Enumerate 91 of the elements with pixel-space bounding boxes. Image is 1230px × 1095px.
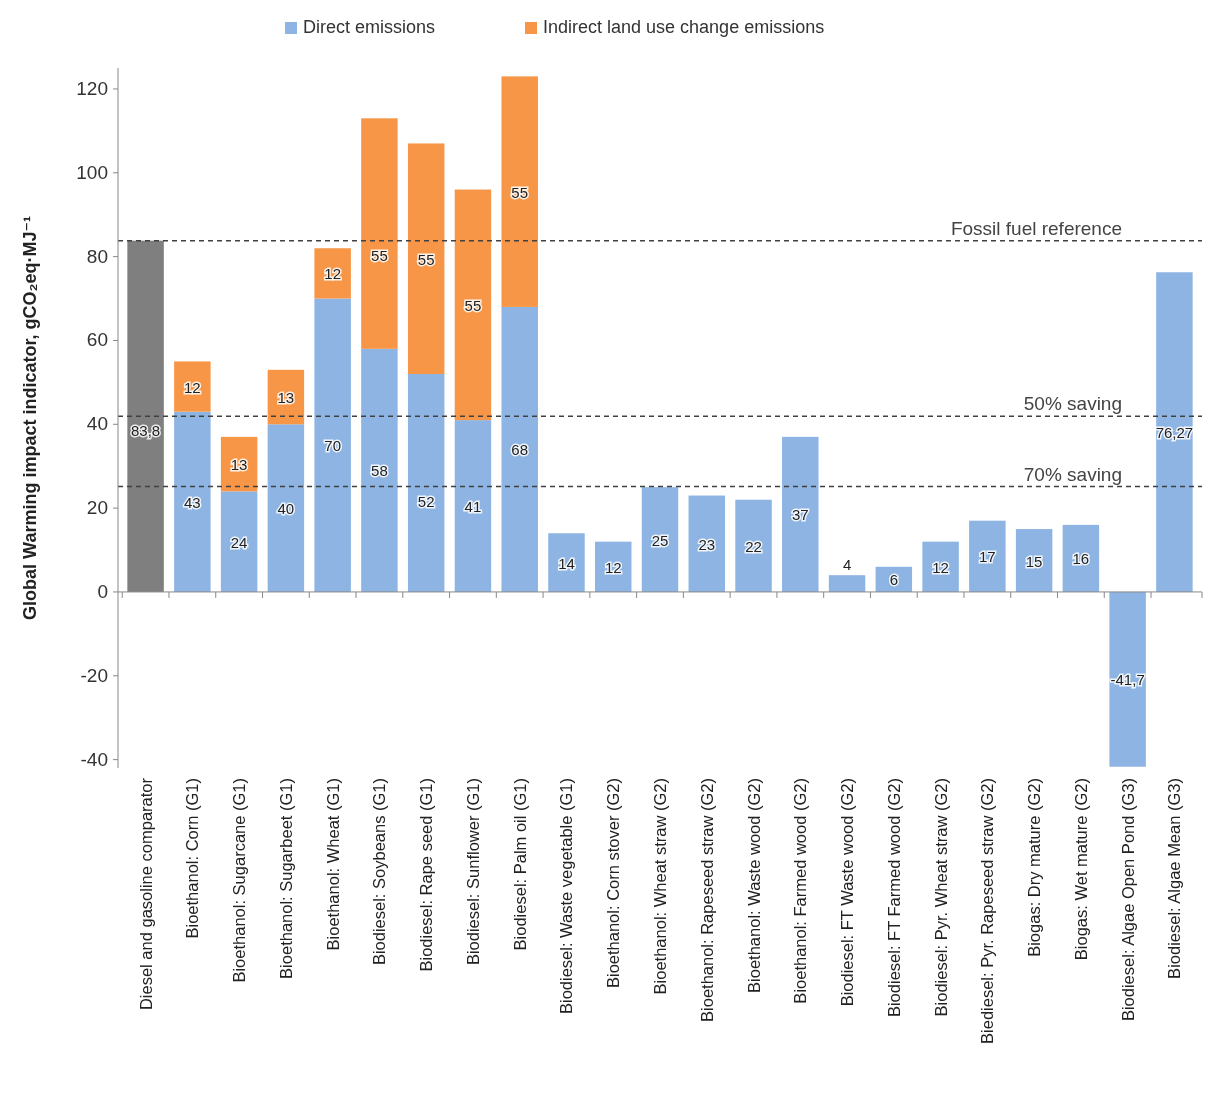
y-tick-label: 100 — [76, 161, 108, 183]
x-tick-label: Biodiesel: FT Waste wood (G2) — [838, 778, 857, 1007]
x-tick-label: Biodiesel: Algae Open Pond (G3) — [1118, 778, 1137, 1022]
x-tick-label: Bioethanol: Waste wood (G2) — [744, 778, 763, 993]
x-tick-label: Biogas: Dry mature (G2) — [1025, 778, 1044, 957]
data-label: 40 — [277, 500, 295, 518]
bar — [407, 143, 445, 374]
x-tick-label: Bioethanol: Sugarcane (G1) — [230, 778, 249, 983]
x-tick-label: Bioethanol: Farmed wood (G2) — [791, 778, 810, 1004]
x-tick-label: Biodiesel: Palm oil (G1) — [510, 778, 529, 951]
data-label: 23 — [698, 535, 716, 553]
data-label: 4 — [842, 556, 852, 574]
data-label: 13 — [230, 456, 248, 474]
data-label: 12 — [324, 265, 341, 283]
ref-line-label: 50% saving — [1023, 393, 1122, 415]
data-label: 41 — [464, 498, 482, 516]
y-tick-label: 20 — [86, 497, 108, 519]
data-label: 70 — [324, 437, 341, 455]
bar — [361, 118, 398, 349]
x-tick-label: Bioethanol: Wheat straw (G2) — [651, 778, 669, 995]
data-label: 68 — [511, 441, 529, 459]
bar — [501, 306, 538, 592]
x-tick-label: Biodiesel: Soybeans (G1) — [370, 778, 389, 966]
data-label: 55 — [417, 250, 435, 268]
bar — [548, 533, 585, 592]
bar — [782, 436, 819, 592]
ref-line-label: Fossil fuel reference — [950, 217, 1122, 239]
data-label: 12 — [604, 558, 622, 576]
x-tick-label: Biodiesel: Sunflower (G1) — [463, 778, 482, 966]
data-label: 25 — [651, 531, 669, 549]
legend-label: Direct emissions — [303, 17, 436, 37]
bar — [1156, 272, 1193, 592]
bar — [314, 248, 351, 299]
y-tick-label: -20 — [80, 664, 108, 686]
data-label: 43 — [184, 493, 201, 511]
x-tick-label: Diesel and gasoline comparator — [136, 777, 155, 1011]
bar — [969, 520, 1006, 592]
bar — [688, 495, 725, 592]
x-tick-label: Biogas: Wet mature (G2) — [1071, 778, 1090, 961]
data-label: -41,7 — [1110, 671, 1145, 689]
x-tick-label: Biodiesel: Waste vegetable (G1) — [557, 778, 576, 1015]
bar — [361, 348, 398, 592]
data-label: 13 — [277, 389, 295, 407]
y-tick-label: 40 — [86, 413, 108, 435]
data-label: 22 — [745, 537, 762, 555]
x-tick-label: Bioethanol: Corn (G1) — [183, 778, 202, 939]
data-label: 15 — [1025, 552, 1043, 570]
x-tick-label: Biodiesel: Algae Mean (G3) — [1165, 778, 1184, 979]
ref-line-label: 70% saving — [1023, 463, 1122, 485]
y-axis-title: Global Warming impact indicator, gCO₂eq·MJ⁻¹ — [20, 216, 40, 620]
x-tick-label: Bioethanol: Sugarbeet (G1) — [276, 778, 295, 979]
data-label: 52 — [417, 492, 435, 510]
data-label: 12 — [932, 558, 949, 576]
bar — [1109, 591, 1146, 767]
x-tick-label: Bioethanol: Wheat (G1) — [323, 778, 342, 951]
legend-label: Indirect land use change emissions — [543, 17, 825, 37]
x-tick-label: Biodiesel: FT Farmed wood (G2) — [884, 778, 903, 1018]
bar — [174, 361, 211, 412]
bar — [314, 298, 351, 592]
x-tick-label: Biodiesel: Rape seed (G1) — [417, 778, 436, 972]
y-tick-label: 0 — [97, 580, 108, 602]
bar — [174, 411, 211, 592]
y-tick-label: 80 — [86, 245, 108, 267]
bar — [641, 487, 679, 592]
x-tick-label: Bioethanol: Corn stover (G2) — [604, 778, 623, 989]
y-tick-label: 120 — [76, 77, 108, 99]
bar — [454, 420, 492, 592]
data-label: 17 — [979, 548, 996, 566]
data-label: 12 — [184, 378, 201, 396]
data-label: 37 — [791, 506, 809, 524]
data-label: 6 — [889, 571, 898, 589]
x-tick-label: Biodiesel: Pyr. Wheat straw (G2) — [931, 778, 950, 1017]
data-label: 14 — [558, 554, 575, 572]
bar — [267, 424, 305, 592]
bar — [454, 189, 492, 421]
data-label: 55 — [464, 296, 482, 314]
y-tick-label: 60 — [86, 329, 108, 351]
data-label: 76,27 — [1155, 424, 1194, 442]
bar — [407, 373, 445, 592]
data-label: 55 — [371, 246, 388, 264]
bar — [220, 491, 258, 592]
y-tick-label: -40 — [80, 748, 108, 770]
data-label: 24 — [230, 533, 248, 551]
bar — [828, 575, 866, 592]
data-label: 16 — [1072, 550, 1090, 568]
x-tick-label: Biediesel: Pyr. Rapeseed straw (G2) — [978, 778, 997, 1044]
bar — [501, 76, 538, 307]
data-label: 55 — [511, 183, 529, 201]
bar — [735, 499, 772, 592]
x-tick-label: Bioethanol: Rapeseed straw (G2) — [697, 778, 716, 1022]
data-label: 58 — [371, 462, 388, 480]
